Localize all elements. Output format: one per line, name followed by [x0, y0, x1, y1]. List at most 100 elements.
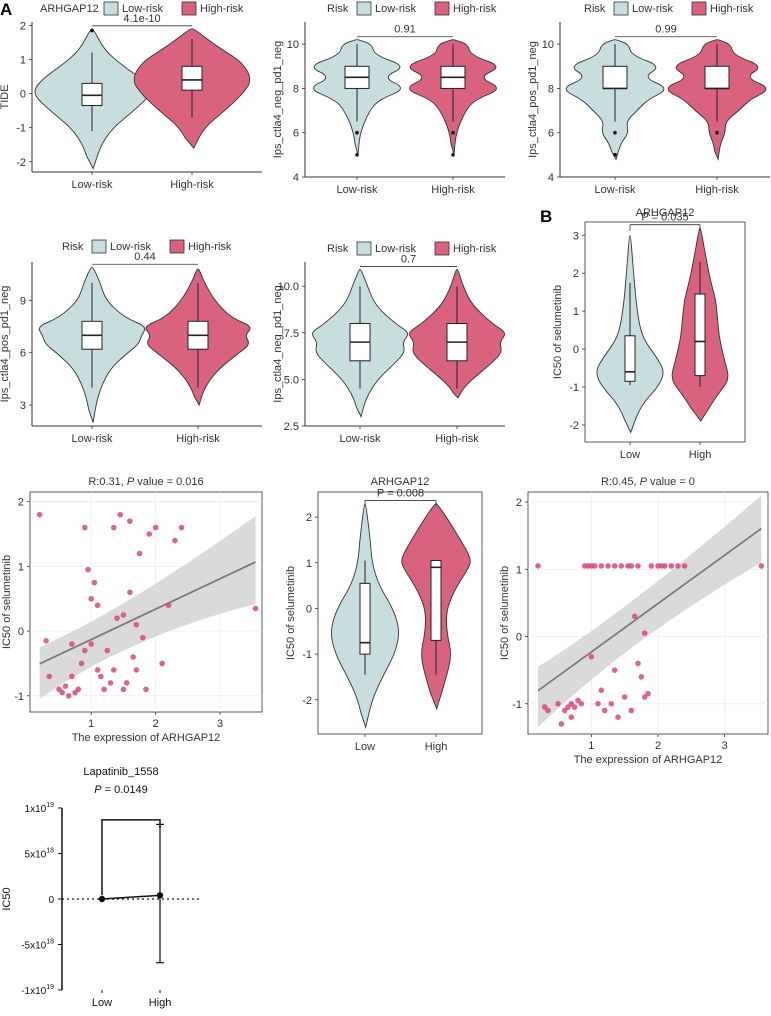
plot-title: R:0.31, P value = 0.016: [88, 476, 203, 488]
scatter-point: [635, 660, 641, 667]
confidence-band: [39, 515, 256, 700]
scatter-point: [172, 537, 178, 544]
legend-label-low: Low-risk: [375, 243, 416, 255]
legend-label-high: High-risk: [453, 243, 497, 255]
legend-title: Risk: [62, 241, 84, 253]
y-axis-label: IC50 of selumetinib: [1, 555, 13, 649]
box: [624, 335, 636, 382]
outlier-point: [613, 130, 617, 135]
box: [181, 65, 203, 91]
legend-label-low: Low-risk: [632, 3, 673, 15]
scatter-point: [43, 638, 49, 644]
scatter-point: [98, 673, 104, 680]
scatter-point: [638, 674, 645, 680]
legend-swatch-high: [181, 1, 197, 16]
y-tick-label: 8: [293, 83, 299, 95]
box: [602, 65, 628, 89]
scatter-point: [114, 615, 120, 621]
y-tick-label: 0: [20, 89, 26, 101]
scatter-point: [628, 707, 635, 714]
data-point: [98, 895, 106, 903]
legend-label-high: High-risk: [453, 3, 497, 15]
p-value-label: 4.1e-10: [123, 13, 160, 25]
legend-label-high: High-risk: [200, 3, 244, 15]
scatter-point: [598, 687, 605, 694]
scatter-point: [146, 531, 153, 537]
scatter-point: [152, 524, 159, 531]
scatter-point: [631, 613, 638, 620]
y-tick-label: 2: [20, 20, 26, 32]
x-tick-label: Low-risk: [72, 433, 113, 445]
y-tick-label: 5.0: [284, 374, 299, 386]
y-tick-mantissa: 1x10: [25, 804, 47, 815]
y-tick-exponent: 18: [46, 939, 54, 946]
y-tick-label: 5x1018: [25, 848, 55, 861]
scatter-point: [571, 704, 578, 710]
y-tick-exponent: 18: [46, 848, 54, 855]
x-tick-label: High-risk: [695, 184, 739, 196]
y-tick-label: 0: [516, 632, 522, 644]
title-p-value: value = 0: [647, 476, 695, 488]
scatter-point: [675, 563, 681, 569]
title-p-italic: P: [640, 476, 648, 488]
legend-swatch-low: [356, 1, 372, 16]
y-tick-label: 2: [573, 268, 579, 280]
p-italic: P: [94, 784, 102, 796]
legend-title: ARHGAP12: [40, 3, 99, 15]
y-tick-label: 10.0: [278, 281, 299, 293]
scatter-point: [605, 563, 611, 569]
legend-swatch-high: [434, 1, 450, 16]
confidence-band: [538, 495, 762, 728]
legend-swatch-high: [691, 1, 707, 16]
x-tick-label: Low: [620, 449, 640, 461]
title-p-value: value = 0.016: [134, 476, 203, 488]
title-p-italic: P: [127, 476, 135, 488]
scatter-point: [81, 524, 88, 531]
scatter-point: [36, 511, 43, 518]
x-tick-label: 2: [153, 718, 159, 730]
outlier-point: [355, 130, 359, 135]
y-tick-exponent: 19: [46, 802, 54, 809]
box: [694, 293, 706, 377]
plot-title: ARHGAP12: [371, 476, 430, 488]
scatter-point: [595, 700, 601, 707]
y-tick-label: -2: [302, 695, 312, 707]
scatter-point: [535, 563, 541, 569]
legend-label-low: Low-risk: [375, 3, 416, 15]
panel-label-a: A: [0, 0, 12, 19]
y-tick-mantissa: -1x10: [21, 986, 46, 997]
scatter-point: [611, 667, 618, 673]
scatter-point: [123, 680, 130, 686]
x-tick-label: High-risk: [435, 433, 479, 445]
scatter-point: [621, 694, 628, 700]
y-tick-label: 0: [306, 603, 312, 615]
scatter-point: [618, 563, 625, 569]
legend-swatch-high: [434, 241, 450, 256]
x-tick-label: Low-risk: [595, 184, 636, 196]
y-tick-label: 2: [18, 497, 24, 509]
y-tick-label: 3: [20, 400, 26, 412]
x-tick-label: High-risk: [170, 179, 214, 191]
scatter-point: [133, 667, 140, 673]
x-tick-label: Low-risk: [340, 433, 381, 445]
legend-swatch-low: [356, 241, 372, 256]
scatter-point: [46, 673, 53, 680]
plot-title: R:0.45, P value = 0: [601, 476, 695, 488]
y-tick-mantissa: 0: [48, 895, 54, 906]
regression-line: [39, 561, 256, 665]
x-tick-label: Low-risk: [72, 179, 113, 191]
y-tick-label: 1x1019: [25, 802, 55, 815]
x-tick-label: 2: [655, 740, 661, 752]
plot-border: [317, 491, 483, 735]
legend-swatch-low: [91, 239, 107, 254]
scatter-point: [578, 700, 585, 707]
x-axis-label: The expression of ARHGAP12: [72, 732, 221, 744]
title-stat: R:0.31,: [88, 476, 127, 488]
legend-swatch-low: [613, 1, 629, 16]
y-axis-label: IC50 of selumetinib: [552, 285, 564, 379]
scatter-point: [615, 714, 621, 720]
scatter-point: [681, 563, 688, 569]
box: [704, 65, 730, 89]
scatter-point: [641, 630, 648, 636]
p-value-label: 0.91: [394, 24, 415, 36]
